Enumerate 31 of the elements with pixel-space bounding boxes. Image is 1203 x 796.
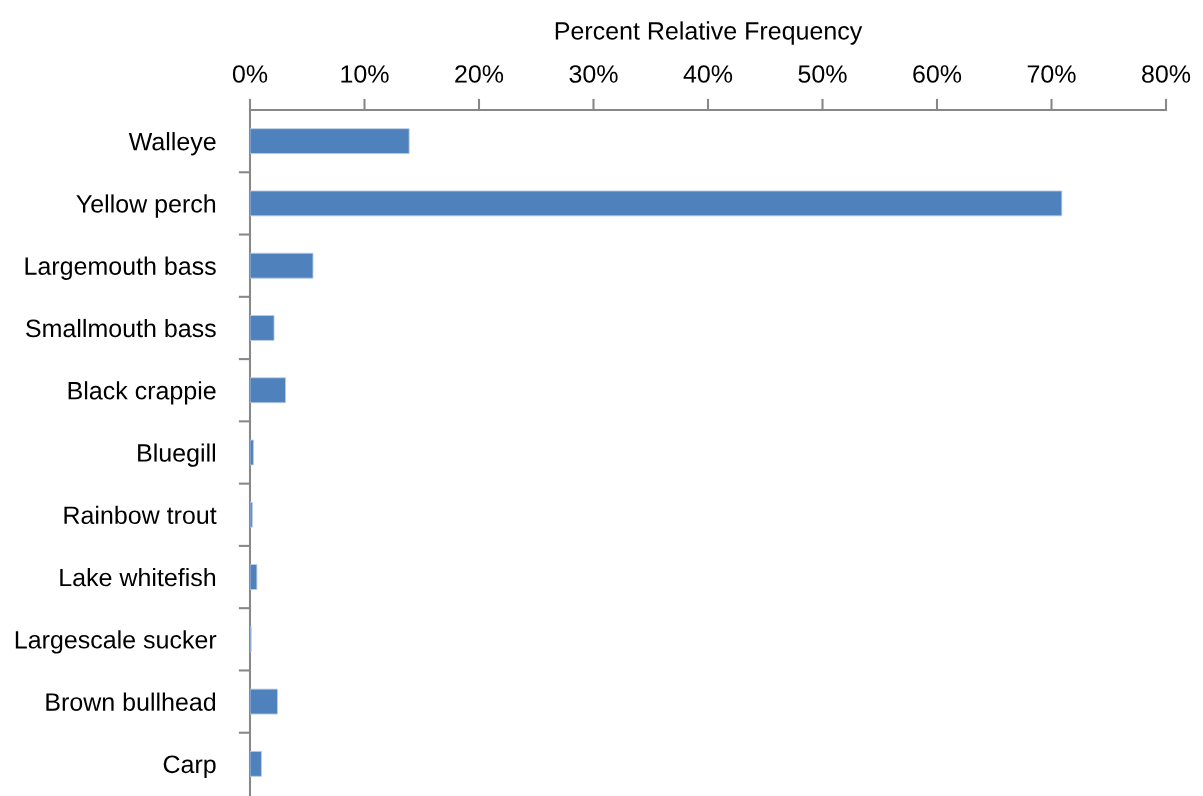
x-tick-label: 0% [232,65,268,83]
bar [250,501,253,528]
y-tick-label: Walleye [128,132,216,156]
x-tick-label: 10% [341,65,389,83]
x-tick-label: 50% [798,65,847,83]
bar [250,750,262,777]
bar [250,128,410,155]
y-tick-label: Smallmouth bass [26,318,216,338]
y-tick-label: Yellow perch [76,194,216,218]
x-axis-title: Percent Relative Frequency [555,21,863,45]
x-tick-label: 30% [569,65,618,83]
y-tick-label: Brown bullhead [46,692,216,711]
bar [250,315,275,341]
x-tick-label: 70% [1027,65,1076,83]
bar [250,439,254,466]
bar [250,564,258,590]
x-tick-label: 20% [455,65,504,83]
bar [250,688,278,715]
y-tick-label: Black crappie [68,381,216,405]
y-tick-label: Lake whitefish [60,567,216,587]
bar [250,252,314,279]
y-tick-label: Bluegill [138,443,215,467]
y-tick-label: Carp [163,755,216,779]
bar [250,190,1063,217]
y-tick-label: Rainbow trout [64,505,217,525]
x-tick-label: 60% [913,65,962,83]
y-tick-label: Largescale sucker [15,630,217,654]
bar [250,377,286,404]
x-tick-label: 80% [1142,65,1191,83]
y-tick-label: Largemouth bass [25,256,216,280]
x-tick-label: 40% [683,65,733,83]
